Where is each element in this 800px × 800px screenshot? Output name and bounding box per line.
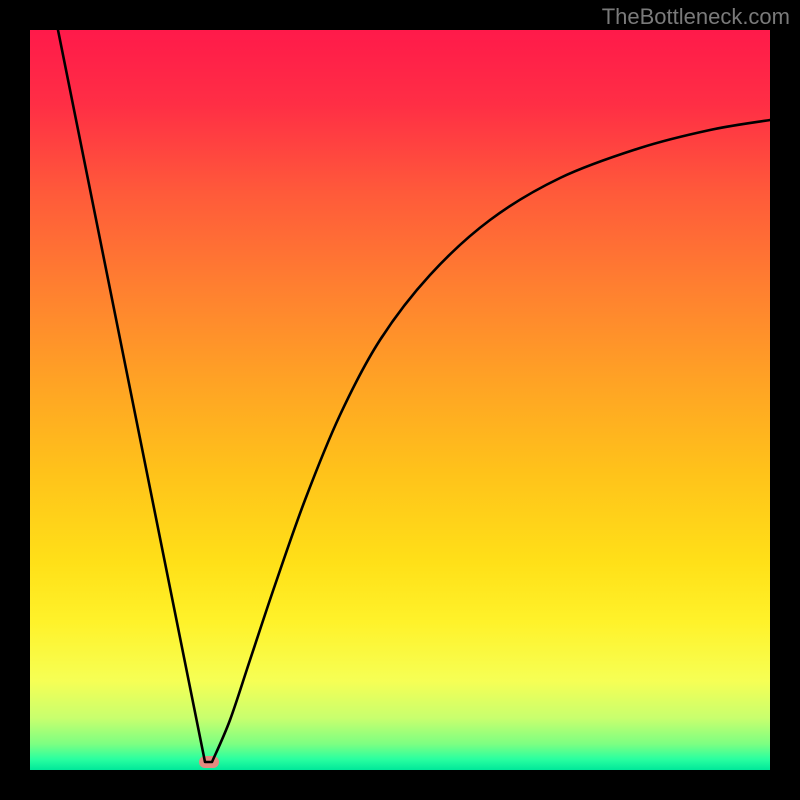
gradient-plot-area [30, 30, 770, 770]
bottleneck-chart [0, 0, 800, 800]
watermark-text: TheBottleneck.com [602, 4, 790, 30]
chart-container: TheBottleneck.com [0, 0, 800, 800]
